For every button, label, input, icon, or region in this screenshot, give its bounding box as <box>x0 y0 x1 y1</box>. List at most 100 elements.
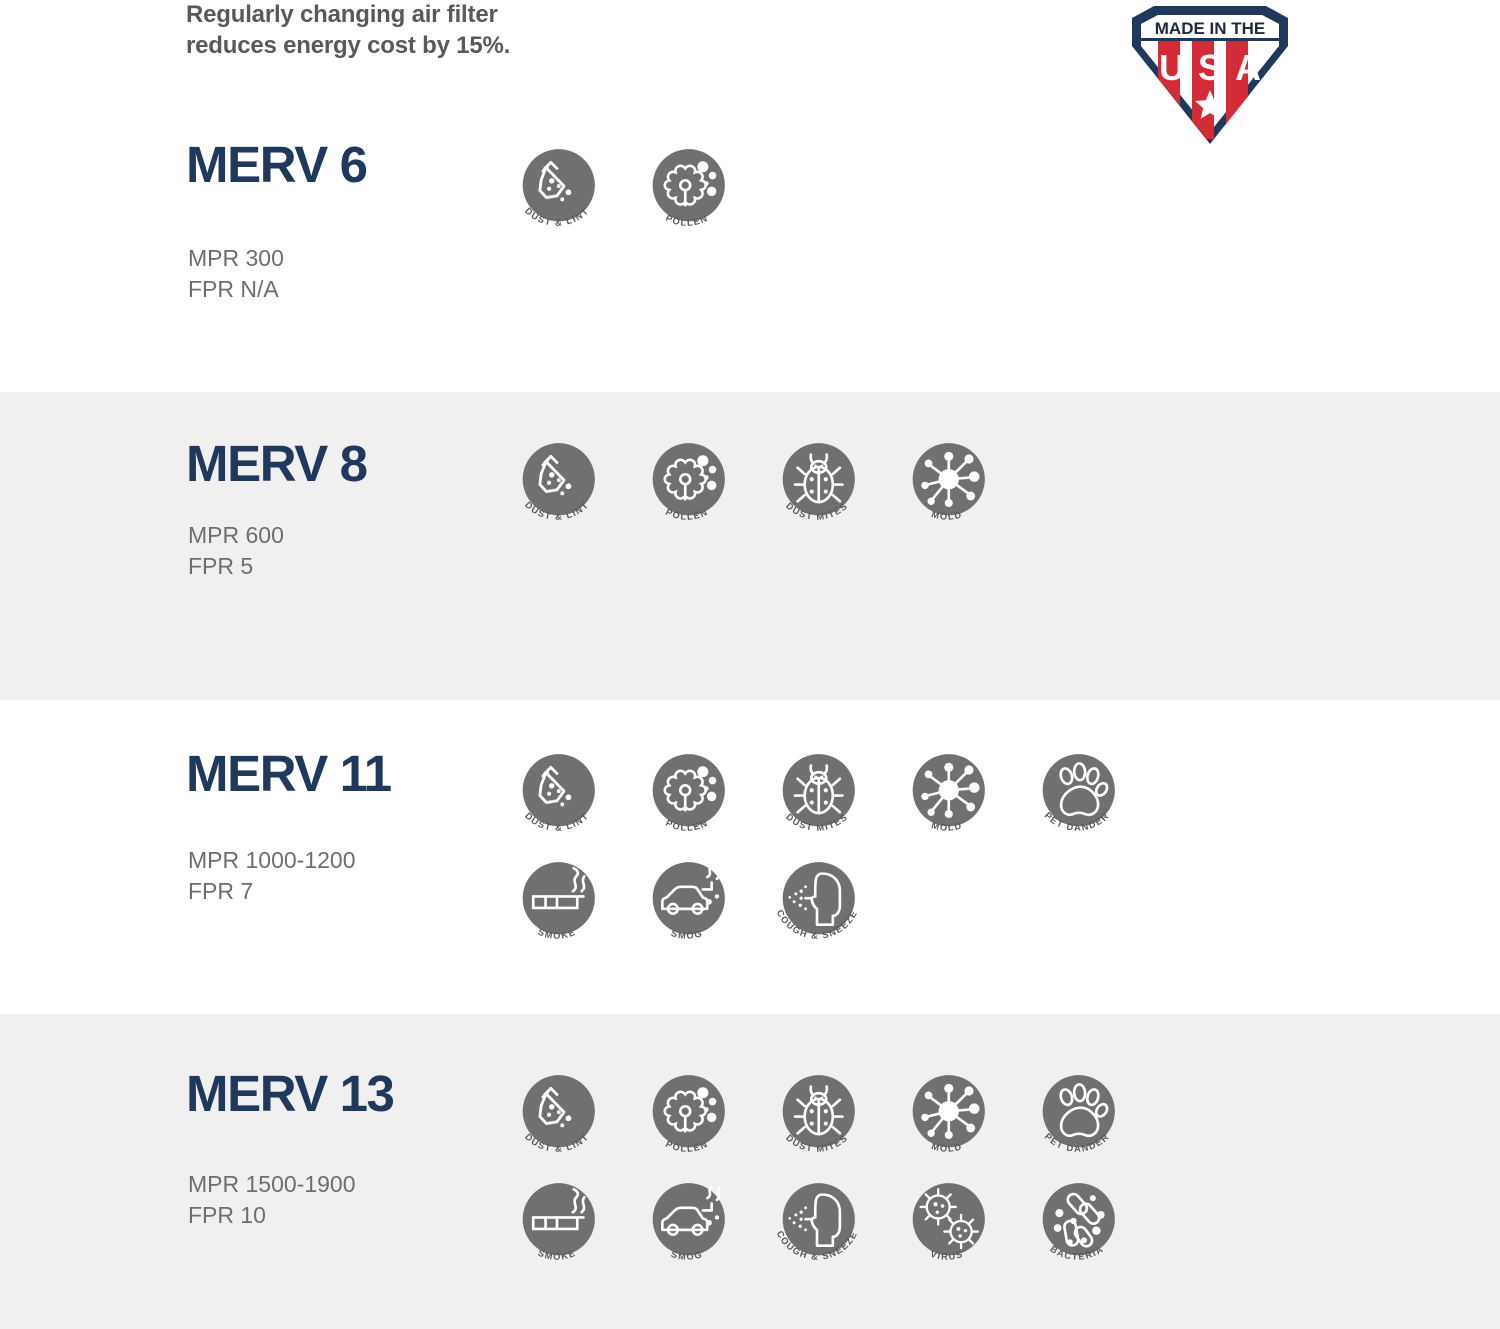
smoke-icon: SMOKE <box>513 1174 601 1262</box>
icon-cell-dust-lint: DUST & LINT <box>513 745 643 853</box>
merv-title-merv-6: MERV 6 <box>186 136 368 193</box>
ratings-merv-6: MPR 300 FPR N/A <box>188 243 284 305</box>
svg-text:MOLD: MOLD <box>930 509 963 522</box>
mold-icon: MOLD <box>903 1066 991 1154</box>
merv-row-merv-13: MERV 13 MPR 1500-1900 FPR 10 <box>0 1014 1500 1329</box>
dust-lint-icon: DUST & LINT <box>513 434 601 522</box>
merv-title-merv-13: MERV 13 <box>186 1065 395 1122</box>
icon-grid-merv-8: DUST & LINT PO <box>513 434 1033 542</box>
pollen-icon: POLLEN <box>643 745 731 833</box>
svg-text:POLLEN: POLLEN <box>664 818 710 833</box>
ratings-merv-13: MPR 1500-1900 FPR 10 <box>188 1169 356 1231</box>
svg-text:SMOG: SMOG <box>670 1249 704 1262</box>
icon-cell-virus: VIRUS <box>903 1174 1033 1282</box>
icon-grid-merv-13: DUST & LINT PO <box>513 1066 1163 1282</box>
icon-cell-mold: MOLD <box>903 745 1033 853</box>
fpr-value: FPR N/A <box>188 275 279 302</box>
svg-text:POLLEN: POLLEN <box>664 507 710 522</box>
icon-cell-cough-sneeze: COUGH & SNEEZE <box>773 1174 903 1282</box>
icon-line: DUST & LINT PO <box>513 434 1033 542</box>
icon-cell-dust-lint: DUST & LINT <box>513 434 643 542</box>
merv-row-merv-6: MERV 6 MPR 300 FPR N/A <box>0 0 1500 392</box>
cough-sneeze-icon: COUGH & SNEEZE <box>773 1174 861 1262</box>
badge-letter-u: U <box>1159 47 1185 88</box>
icon-line: SMOKE <box>513 853 1163 961</box>
svg-text:MOLD: MOLD <box>930 1141 963 1154</box>
dust-mites-icon: DUST MITES <box>773 1066 861 1154</box>
mpr-value: MPR 300 <box>188 245 284 271</box>
icon-cell-pollen: POLLEN <box>643 434 773 542</box>
mold-icon: MOLD <box>903 745 991 833</box>
icon-cell-smog: SMOG <box>643 853 773 961</box>
mpr-value: MPR 600 <box>188 522 284 548</box>
merv-title-merv-8: MERV 8 <box>186 435 368 492</box>
icon-cell-dust-mites: DUST MITES <box>773 1066 903 1174</box>
badge-top-text: MADE IN THE <box>1155 19 1266 38</box>
merv-row-merv-11: MERV 11 MPR 1000-1200 FPR 7 <box>0 700 1500 1014</box>
icon-cell-dust-mites: DUST MITES <box>773 434 903 542</box>
smoke-icon: SMOKE <box>513 853 601 941</box>
badge-letter-s: S <box>1198 47 1222 88</box>
cough-sneeze-icon: COUGH & SNEEZE <box>773 853 861 941</box>
mpr-value: MPR 1000-1200 <box>188 847 356 873</box>
icon-cell-pet-dander: PET DANDER <box>1033 1066 1163 1174</box>
icon-cell-bacteria: BACTERIA <box>1033 1174 1163 1282</box>
icon-cell-smog: SMOG <box>643 1174 773 1282</box>
merv-title-merv-11: MERV 11 <box>186 745 392 802</box>
pollen-icon: POLLEN <box>643 140 731 228</box>
dust-lint-icon: DUST & LINT <box>513 140 601 228</box>
svg-text:SMOG: SMOG <box>670 928 704 941</box>
svg-text:VIRUS: VIRUS <box>929 1249 965 1262</box>
intro-text: Regularly changing air filter reduces en… <box>186 0 616 61</box>
svg-text:POLLEN: POLLEN <box>664 213 710 228</box>
dust-lint-icon: DUST & LINT <box>513 1066 601 1154</box>
svg-text:POLLEN: POLLEN <box>664 1139 710 1154</box>
pollen-icon: POLLEN <box>643 1066 731 1154</box>
virus-icon: VIRUS <box>903 1174 991 1262</box>
fpr-value: FPR 5 <box>188 552 254 579</box>
ratings-merv-8: MPR 600 FPR 5 <box>188 520 284 582</box>
smog-icon: SMOG <box>643 853 731 941</box>
icon-cell-pollen: POLLEN <box>643 140 773 248</box>
icon-cell-pollen: POLLEN <box>643 745 773 853</box>
icon-cell-dust-lint: DUST & LINT <box>513 140 643 248</box>
svg-text:MOLD: MOLD <box>930 820 963 833</box>
svg-text:SMOKE: SMOKE <box>536 927 577 941</box>
pollen-icon: POLLEN <box>643 434 731 522</box>
dust-lint-icon: DUST & LINT <box>513 745 601 833</box>
icon-cell-pet-dander: PET DANDER <box>1033 745 1163 853</box>
icon-line: SMOKE <box>513 1174 1163 1282</box>
ratings-merv-11: MPR 1000-1200 FPR 7 <box>188 845 356 907</box>
badge-letter-a: A <box>1235 47 1261 88</box>
made-in-the-usa-badge: MADE IN THE U S A <box>1110 2 1310 152</box>
merv-row-merv-8: MERV 8 MPR 600 FPR 5 <box>0 392 1500 700</box>
bacteria-icon: BACTERIA <box>1033 1174 1121 1262</box>
icon-cell-cough-sneeze: COUGH & SNEEZE <box>773 853 903 961</box>
fpr-value: FPR 7 <box>188 877 254 904</box>
icon-cell-smoke: SMOKE <box>513 853 643 961</box>
icon-line: DUST & LINT PO <box>513 745 1163 853</box>
fpr-value: FPR 10 <box>188 1201 266 1228</box>
icon-cell-dust-mites: DUST MITES <box>773 745 903 853</box>
icon-cell-mold: MOLD <box>903 434 1033 542</box>
icon-grid-merv-6: DUST & LINT PO <box>513 140 773 248</box>
icon-grid-merv-11: DUST & LINT PO <box>513 745 1163 961</box>
icon-cell-pollen: POLLEN <box>643 1066 773 1174</box>
intro-line-2: reduces energy cost by 15%. <box>186 31 511 59</box>
star-icon <box>1195 90 1225 119</box>
intro-line-1: Regularly changing air filter <box>186 1 498 28</box>
icon-cell-smoke: SMOKE <box>513 1174 643 1282</box>
icon-cell-dust-lint: DUST & LINT <box>513 1066 643 1174</box>
icon-cell-mold: MOLD <box>903 1066 1033 1174</box>
dust-mites-icon: DUST MITES <box>773 434 861 522</box>
icon-line: DUST & LINT PO <box>513 140 773 248</box>
pet-dander-icon: PET DANDER <box>1033 745 1121 833</box>
pet-dander-icon: PET DANDER <box>1033 1066 1121 1154</box>
mold-icon: MOLD <box>903 434 991 522</box>
svg-text:SMOKE: SMOKE <box>536 1248 577 1262</box>
smog-icon: SMOG <box>643 1174 731 1262</box>
mpr-value: MPR 1500-1900 <box>188 1171 356 1197</box>
dust-mites-icon: DUST MITES <box>773 745 861 833</box>
icon-line: DUST & LINT PO <box>513 1066 1163 1174</box>
